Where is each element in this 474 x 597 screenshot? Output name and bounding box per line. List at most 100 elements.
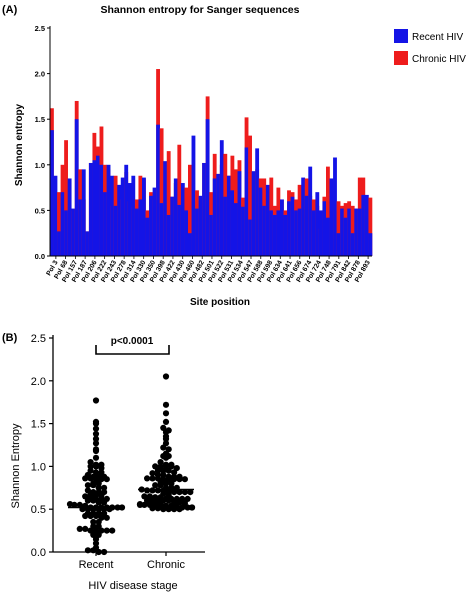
data-point-recent (103, 495, 110, 502)
data-point-chronic (187, 489, 194, 496)
bar-recent (230, 190, 235, 256)
bar-recent (304, 195, 309, 256)
bar-chronic (336, 201, 341, 256)
data-point-recent (84, 487, 91, 494)
data-point-chronic (181, 489, 188, 496)
bar-recent (357, 208, 362, 256)
bar-recent (255, 148, 260, 256)
data-point-recent (92, 418, 100, 425)
y-tick-label-b: 1.5 (31, 419, 46, 431)
data-point-recent (92, 440, 100, 447)
bar-recent (110, 175, 114, 256)
legend-swatch-recent (394, 29, 408, 43)
chart-a-title: Shannon entropy for Sanger sequences (101, 4, 300, 16)
bar-recent (81, 169, 86, 256)
data-point-chronic (162, 440, 170, 447)
bar-recent (96, 155, 100, 256)
bar-recent (258, 187, 263, 256)
bar-recent (251, 171, 256, 256)
bar-recent (156, 124, 160, 256)
bar-recent (333, 157, 337, 256)
data-point-chronic (152, 463, 159, 470)
bar-recent (283, 214, 288, 256)
data-point-recent (90, 510, 97, 517)
data-point-recent (109, 527, 116, 534)
data-point-recent (92, 435, 100, 443)
data-point-chronic (160, 471, 167, 479)
bar-recent (145, 217, 150, 256)
significance-bracket (95, 345, 170, 355)
bar-recent (99, 164, 104, 256)
data-point-chronic (173, 465, 180, 472)
data-point-recent (90, 523, 97, 530)
bar-recent (163, 161, 168, 256)
bar-recent (67, 178, 72, 256)
data-point-recent (92, 454, 100, 461)
bar-recent (244, 147, 249, 256)
data-point-chronic (176, 473, 183, 480)
bar-recent (184, 210, 189, 256)
data-point-recent (84, 510, 91, 517)
data-point-recent (76, 525, 83, 533)
bar-recent (318, 210, 323, 256)
chart-a-ylabel: Shannon entropy (14, 103, 25, 186)
y-tick-label-a: 0.0 (35, 252, 45, 261)
bar-chronic (326, 166, 330, 256)
legend-label-chronic: Chronic HIV (412, 54, 466, 65)
data-point-recent (87, 459, 94, 466)
bar-recent (226, 175, 231, 256)
data-point-chronic (188, 504, 196, 511)
bar-recent (205, 119, 210, 256)
data-point-chronic (179, 495, 186, 502)
bar-recent (85, 231, 90, 256)
bar-recent (173, 178, 178, 256)
bar-chronic (350, 205, 355, 256)
data-point-chronic (141, 493, 148, 500)
bar-recent (290, 196, 295, 256)
bar-recent (311, 210, 316, 256)
bar-recent (265, 184, 270, 256)
bar-recent (166, 214, 171, 256)
bar-recent (347, 208, 352, 256)
y-tick-label-a: 1.0 (35, 161, 45, 170)
data-point-chronic (149, 470, 156, 477)
bar-recent (57, 231, 61, 256)
data-point-chronic (144, 487, 151, 494)
y-tick-label-b: 0.0 (31, 547, 46, 559)
data-point-recent (71, 501, 78, 508)
bar-recent (134, 208, 139, 256)
bar-recent (209, 214, 214, 256)
bar-recent (248, 219, 252, 256)
bar-recent (364, 194, 369, 256)
bar-recent (315, 192, 320, 256)
data-point-recent (98, 469, 105, 476)
bar-recent (191, 135, 196, 256)
bar-recent (106, 164, 111, 256)
bar-recent (287, 201, 291, 256)
y-tick-label-b: 0.5 (31, 504, 46, 516)
data-point-chronic (162, 418, 170, 425)
data-point-recent (92, 461, 100, 468)
data-point-chronic (152, 482, 159, 489)
data-point-chronic (152, 494, 159, 501)
data-point-recent (82, 525, 89, 533)
bar-chronic (248, 135, 252, 256)
bar-recent (202, 162, 206, 256)
data-point-chronic (157, 463, 164, 470)
bar-recent (149, 195, 153, 256)
data-point-chronic (184, 495, 191, 502)
data-point-chronic (146, 493, 153, 500)
bar-recent (301, 177, 306, 256)
bar-recent (322, 201, 327, 256)
bar-chronic (368, 197, 373, 256)
bar-recent (272, 214, 277, 256)
bar-recent (329, 178, 334, 256)
data-point-recent (101, 489, 108, 496)
bar-recent (50, 130, 54, 256)
data-point-recent (92, 397, 100, 404)
p-value-annotation: p<0.0001 (111, 336, 154, 347)
legend-label-recent: Recent HIV (412, 32, 463, 43)
data-point-recent (87, 467, 94, 474)
data-point-recent (95, 523, 102, 530)
data-point-recent (95, 510, 102, 517)
